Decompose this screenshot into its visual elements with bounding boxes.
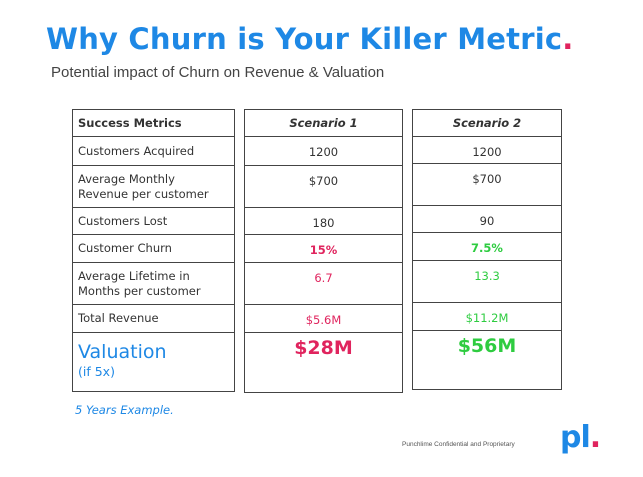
scenario-1-valuation: $28M [244,332,403,393]
scenario-1-avg-lifetime: 6.7 [244,262,403,305]
example-note: 5 Years Example. [75,403,174,417]
scenario-1-total-revenue: $5.6M [244,304,403,333]
scenario-2-avg-monthly-revenue: $700 [412,163,562,206]
metrics-table: Success Metrics Customers Acquired Avera… [72,109,235,392]
confidential-footer: Punchlime Confidential and Proprietary [402,441,515,448]
scenario-2-total-revenue: $11.2M [412,302,562,331]
punchlime-logo: pl. [560,420,601,456]
scenario-2-customers-lost: 90 [412,205,562,233]
slide-subtitle: Potential impact of Churn on Revenue & V… [51,64,385,81]
metric-avg-monthly-revenue: Average Monthly Revenue per customer [72,165,235,208]
metric-total-revenue: Total Revenue [72,304,235,333]
logo-dot: . [589,420,601,455]
metrics-header: Success Metrics [72,109,235,137]
scenario-2-header: Scenario 2 [412,109,562,137]
scenario-2-valuation: $56M [412,330,562,390]
scenario-2-churn: 7.5% [412,232,562,261]
scenario-2-customers-acquired: 1200 [412,136,562,164]
scenario-2-avg-lifetime: 13.3 [412,260,562,303]
scenario-1-avg-monthly-revenue: $700 [244,165,403,208]
metric-customers-acquired: Customers Acquired [72,136,235,166]
valuation-label: Valuation [78,341,167,363]
scenario-2-table: Scenario 2 1200 $700 90 7.5% 13.3 $11.2M… [412,109,562,390]
metric-avg-lifetime: Average Lifetime in Months per customer [72,262,235,305]
scenario-1-table: Scenario 1 1200 $700 180 15% 6.7 $5.6M $… [244,109,403,393]
scenario-1-customers-acquired: 1200 [244,136,403,166]
scenario-1-customers-lost: 180 [244,207,403,235]
logo-text: pl [560,420,591,455]
title-text: Why Churn is Your Killer Metric [46,22,563,56]
valuation-multiple: (if 5x) [78,364,115,379]
title-dot: . [562,22,574,56]
slide-title: Why Churn is Your Killer Metric. [46,22,573,56]
metric-customer-churn: Customer Churn [72,234,235,263]
metric-valuation: Valuation (if 5x) [72,332,235,392]
scenario-1-churn: 15% [244,234,403,263]
metric-customers-lost: Customers Lost [72,207,235,235]
scenario-1-header: Scenario 1 [244,109,403,137]
